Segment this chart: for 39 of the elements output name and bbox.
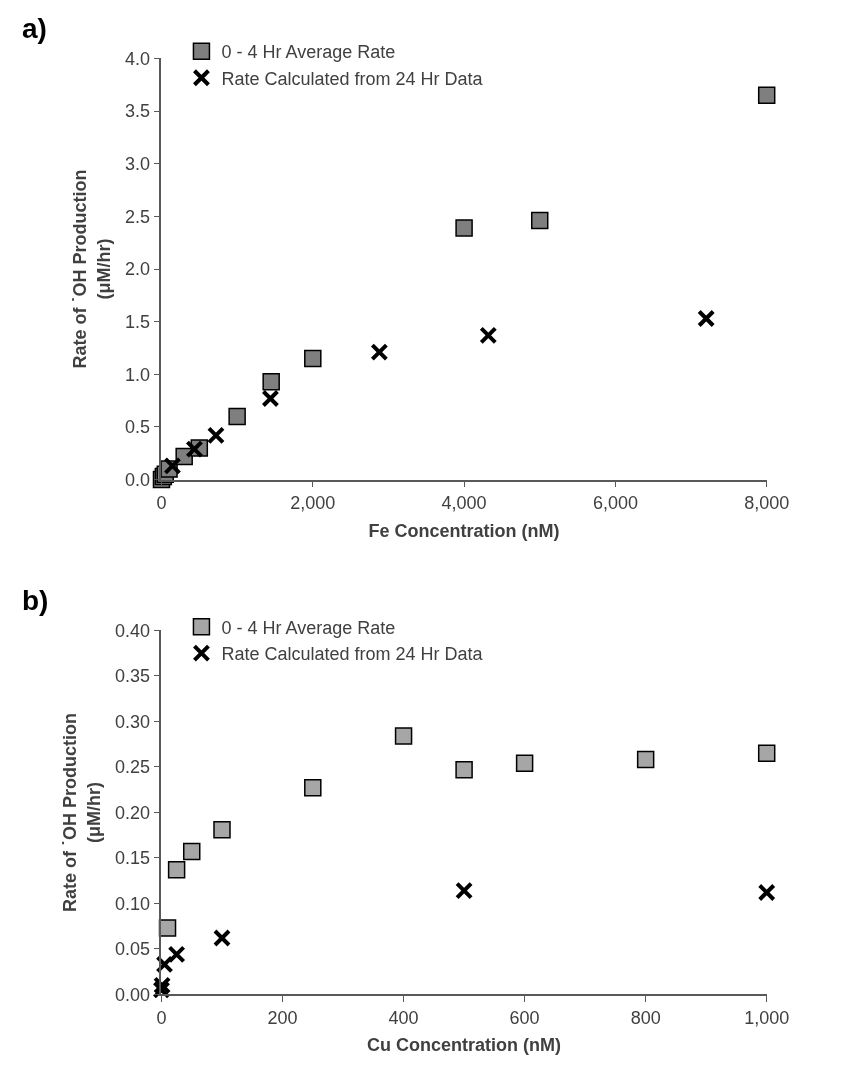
x-axis-title: Cu Concentration (nM) [367, 1035, 562, 1056]
legend-label: 0 - 4 Hr Average Rate [221, 42, 396, 63]
x-tick-label: 600 [509, 1007, 540, 1028]
x-tick-label: 2,000 [290, 492, 336, 513]
y-tick-label: 1.5 [125, 311, 151, 332]
y-tick-label: 2.0 [125, 259, 151, 280]
y-tick-label: 4.0 [125, 48, 151, 69]
y-tick-label: 0.15 [115, 848, 151, 869]
y-tick-label: 0.20 [115, 802, 151, 823]
x-tick-label: 800 [630, 1007, 661, 1028]
x-tick-label: 0 [156, 492, 167, 513]
y-tick-label: 3.0 [125, 154, 151, 174]
x-axis-title: Fe Concentration (nM) [368, 520, 560, 541]
x-tick-label: 6,000 [592, 492, 638, 513]
x-tick-label: 4,000 [441, 492, 487, 513]
chart-title: a) [22, 13, 47, 44]
x-tick-label: 200 [267, 1007, 298, 1028]
y-tick-label: 1.0 [125, 364, 151, 385]
y-tick-label: 0.40 [115, 620, 151, 641]
y-tick-label: 0.35 [115, 666, 151, 687]
y-tick-label: 0.5 [125, 417, 151, 438]
x-tick-label: 1,000 [744, 1007, 790, 1028]
y-tick-label: 0.25 [115, 757, 151, 778]
x-tick-label: 0 [156, 1007, 167, 1028]
y-axis-title: Rate of ˙OH Production (μM/hr) [60, 712, 104, 912]
chart-title: b) [22, 585, 49, 616]
y-tick-label: 2.5 [125, 206, 151, 227]
legend-label: Rate Calculated from 24 Hr Data [221, 644, 484, 665]
y-tick-label: 0.30 [115, 711, 151, 732]
legend-label: Rate Calculated from 24 Hr Data [221, 68, 484, 89]
y-tick-label: 0.05 [115, 939, 151, 960]
y-tick-label: 3.5 [125, 101, 151, 122]
x-tick-label: 8,000 [744, 492, 790, 513]
x-tick-label: 400 [388, 1007, 419, 1028]
legend-label: 0 - 4 Hr Average Rate [221, 617, 396, 638]
y-tick-label: 0.10 [115, 893, 151, 914]
y-tick-label: 0.00 [115, 984, 151, 1005]
y-axis-title: Rate of ˙OH Production (μM/hr) [70, 169, 114, 369]
y-tick-label: 0.0 [125, 469, 151, 490]
